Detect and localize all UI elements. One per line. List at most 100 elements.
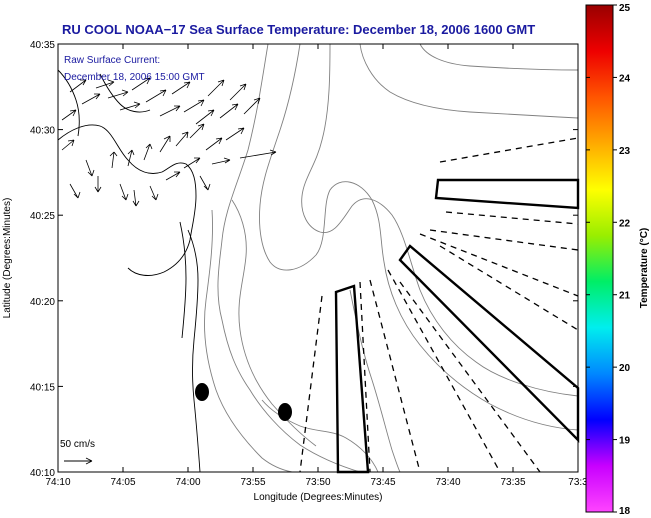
current-vector-arrow bbox=[131, 77, 151, 91]
scale-arrow-icon bbox=[64, 457, 93, 465]
colorbar-ticks: 25 24 23 22 21 20 19 18 bbox=[586, 3, 631, 517]
current-vector-arrow bbox=[69, 183, 81, 199]
current-vector-arrow bbox=[189, 123, 205, 139]
current-vector-arrow bbox=[239, 149, 277, 159]
current-vectors bbox=[61, 77, 277, 207]
colorbar-tick-label: 25 bbox=[619, 3, 631, 14]
x-tick-label: 73:40 bbox=[435, 477, 460, 488]
dashed-survey-line bbox=[359, 281, 371, 473]
scale-label: 50 cm/s bbox=[60, 439, 95, 450]
colorbar-tick-label: 18 bbox=[619, 506, 631, 517]
current-vector-arrow bbox=[95, 79, 115, 89]
contour-line bbox=[259, 43, 579, 431]
current-vector-arrow bbox=[171, 81, 191, 95]
y-tick-label: 40:20 bbox=[30, 297, 55, 308]
current-label-line1: Raw Surface Current: bbox=[64, 55, 160, 66]
current-vector-arrow bbox=[81, 93, 101, 105]
dashed-survey-line bbox=[429, 229, 579, 251]
x-tick-label: 73:35 bbox=[500, 477, 525, 488]
current-vector-arrow bbox=[183, 99, 205, 113]
current-vector-arrow bbox=[69, 79, 87, 93]
x-tick-label: 74:00 bbox=[175, 477, 200, 488]
colorbar-tick-label: 19 bbox=[619, 436, 631, 447]
x-tick-label: 74:05 bbox=[110, 477, 135, 488]
current-vector-arrow bbox=[107, 89, 129, 99]
current-vector-arrow bbox=[225, 127, 245, 141]
x-tick-label: 74:10 bbox=[45, 477, 70, 488]
x-tick-label: 73:50 bbox=[305, 477, 330, 488]
current-vector-arrow bbox=[61, 109, 77, 121]
y-tick-label: 40:15 bbox=[30, 382, 55, 393]
current-vector-arrow bbox=[229, 83, 247, 101]
y-axis-ticks: 40:35 40:30 40:25 40:20 40:15 40:10 bbox=[30, 40, 578, 479]
current-vector-arrow bbox=[109, 151, 118, 169]
current-vector-arrow bbox=[243, 97, 261, 115]
colorbar-tick-label: 21 bbox=[619, 291, 631, 302]
y-tick-label: 40:25 bbox=[30, 211, 55, 222]
coastline-line bbox=[57, 124, 197, 276]
current-vector-arrow bbox=[127, 149, 135, 167]
coastline-line bbox=[99, 73, 151, 113]
current-vector-arrow bbox=[219, 103, 239, 119]
current-vector-arrow bbox=[145, 89, 167, 103]
current-vector-arrow bbox=[159, 105, 181, 117]
current-vector-arrow bbox=[165, 171, 181, 181]
current-vector-arrow bbox=[205, 137, 223, 151]
contour-line bbox=[359, 43, 579, 119]
current-vector-arrow bbox=[211, 157, 231, 165]
station-marker bbox=[195, 383, 209, 401]
current-vector-arrow bbox=[119, 183, 129, 201]
dashed-survey-line bbox=[369, 279, 421, 473]
coastline-line bbox=[179, 221, 187, 339]
y-tick-label: 40:10 bbox=[30, 468, 55, 479]
x-axis-ticks: 74:10 74:05 74:00 73:55 73:50 73:45 73:40 73:35… bbox=[45, 44, 588, 488]
dashed-survey-line bbox=[387, 269, 501, 473]
colorbar-tick-label: 20 bbox=[619, 363, 631, 374]
current-vector-arrow bbox=[85, 159, 95, 177]
current-vector-arrow bbox=[61, 139, 75, 151]
colorbar-label: Temperature (°C) bbox=[639, 228, 650, 309]
x-tick-label: 73:45 bbox=[370, 477, 395, 488]
colorbar-tick-label: 24 bbox=[619, 73, 631, 84]
x-tick-label: 73:55 bbox=[240, 477, 265, 488]
current-vector-arrow bbox=[143, 143, 153, 161]
coastline bbox=[57, 69, 201, 473]
map-panel: 50 cm/s Raw Surface Current: December 18… bbox=[57, 43, 580, 474]
contour-line bbox=[217, 43, 361, 473]
y-tick-label: 40:30 bbox=[30, 126, 55, 137]
contour-line bbox=[204, 209, 293, 473]
dashed-survey-line bbox=[299, 295, 323, 473]
current-vector-arrow bbox=[119, 101, 141, 111]
colorbar-tick-label: 23 bbox=[619, 146, 631, 157]
contour-line bbox=[301, 43, 579, 397]
station-marker bbox=[278, 403, 292, 421]
survey-lines-dashed bbox=[299, 137, 579, 473]
x-axis-label: Longitude (Degrees:Minutes) bbox=[254, 492, 383, 503]
y-axis-label: Latitude (Degrees:Minutes) bbox=[2, 198, 13, 319]
x-tick-label: 73:3 bbox=[568, 477, 588, 488]
colorbar bbox=[585, 4, 614, 513]
current-vector-arrow bbox=[195, 109, 215, 125]
current-label-line2: December 18, 2006 15:00 GMT bbox=[64, 72, 205, 83]
coastline-line bbox=[57, 69, 80, 137]
current-vector-arrow bbox=[199, 175, 211, 191]
current-vector-arrow bbox=[183, 157, 201, 169]
coastline-line bbox=[187, 229, 201, 473]
current-vector-arrow bbox=[175, 131, 189, 147]
contour-line bbox=[419, 43, 579, 71]
colorbar-tick-label: 22 bbox=[619, 218, 631, 229]
dashed-survey-line bbox=[439, 245, 579, 331]
current-vector-arrow bbox=[94, 176, 102, 193]
y-tick-label: 40:35 bbox=[30, 40, 55, 51]
dashed-survey-line bbox=[445, 211, 579, 225]
map-background bbox=[58, 44, 578, 472]
velocity-scale: 50 cm/s bbox=[60, 439, 95, 465]
current-vector-arrow bbox=[207, 79, 225, 97]
current-vector-arrow bbox=[132, 189, 140, 207]
current-vector-arrow bbox=[159, 135, 171, 153]
map-title: RU COOL NOAA−17 Sea Surface Temperature:… bbox=[62, 22, 535, 37]
bathymetry-contours bbox=[204, 43, 579, 473]
current-vector-arrow bbox=[149, 185, 159, 201]
dashed-survey-line bbox=[439, 137, 579, 163]
